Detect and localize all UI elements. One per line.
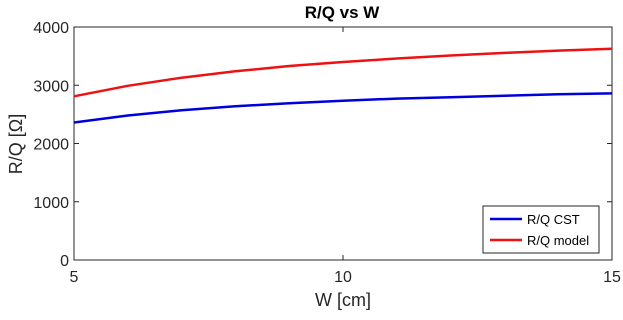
y-tick-label: 3000 xyxy=(33,78,69,95)
legend-label-model: R/Q model xyxy=(527,233,589,248)
y-axis-ticks: 0 1000 2000 3000 4000 xyxy=(33,20,612,270)
series-line-cst xyxy=(73,92,613,124)
legend-box xyxy=(482,205,600,254)
y-tick-label: 2000 xyxy=(33,137,69,154)
y-tick-label: 0 xyxy=(60,253,69,270)
x-axis-label: W [cm] xyxy=(315,290,371,310)
series-lines xyxy=(73,47,613,124)
legend: R/Q CST R/Q model xyxy=(482,205,600,254)
x-tick-label: 15 xyxy=(603,269,621,286)
y-tick-label: 1000 xyxy=(33,195,69,212)
y-axis-label: R/Q [Ω] xyxy=(6,114,26,174)
x-tick-label: 5 xyxy=(70,269,79,286)
x-tick-label: 10 xyxy=(334,269,352,286)
y-tick-label: 4000 xyxy=(33,20,69,37)
legend-label-cst: R/Q CST xyxy=(527,212,580,227)
x-axis-ticks: 5 10 15 xyxy=(70,27,621,286)
series-line-model xyxy=(73,47,613,98)
chart-title: R/Q vs W xyxy=(305,3,381,22)
